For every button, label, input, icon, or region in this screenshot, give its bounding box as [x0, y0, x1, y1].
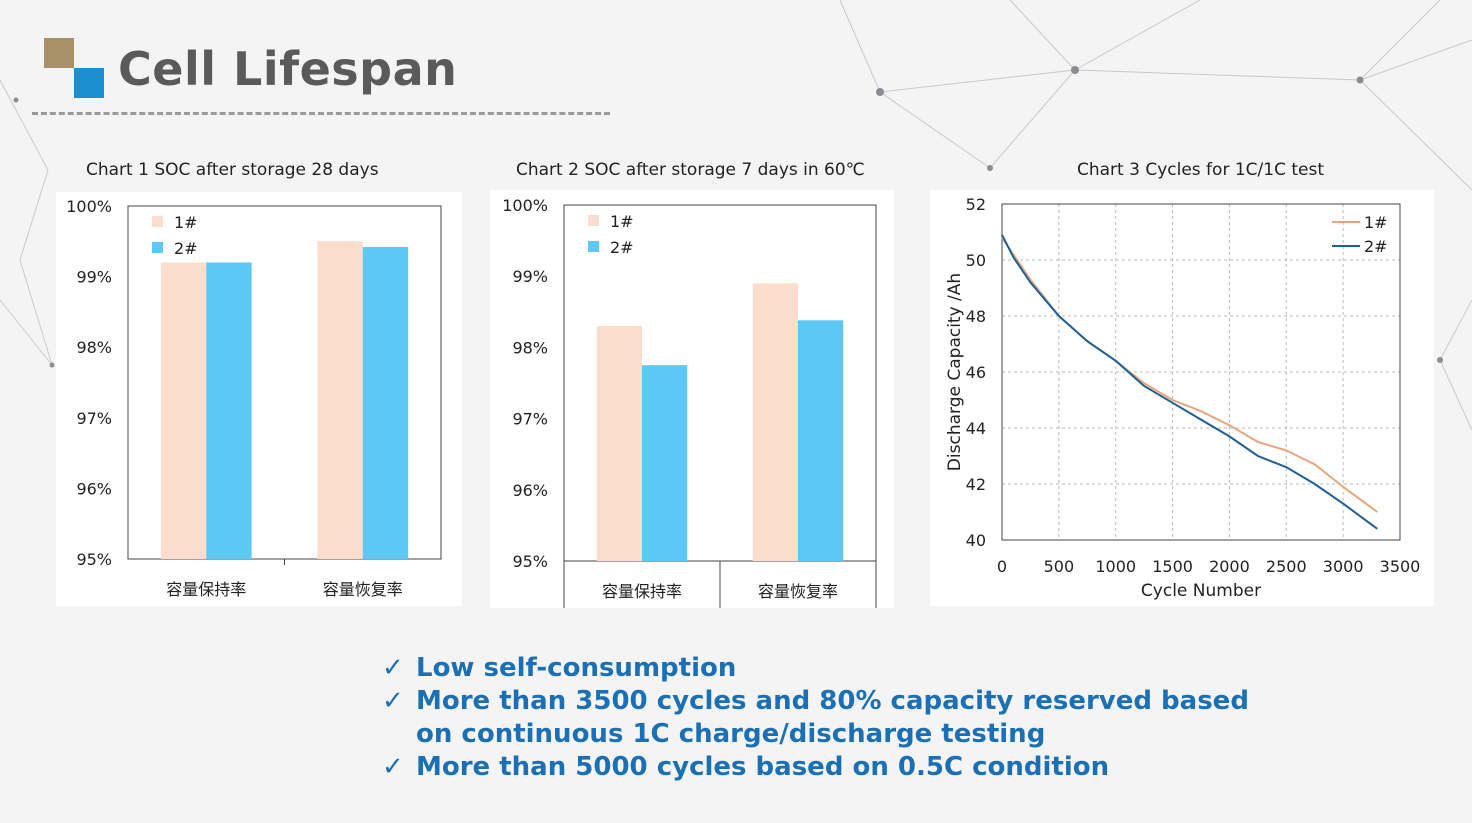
legend-label: 1# [174, 213, 198, 232]
page-title: Cell Lifespan [118, 42, 458, 96]
legend-label: 1# [610, 212, 634, 231]
bar [160, 262, 207, 559]
y-tick-label: 98% [76, 338, 112, 357]
y-tick-label: 97% [76, 409, 112, 428]
chart1-svg: 95% 96% 97% 98% 99% 100% 容量保持率 容量恢复率 1# 2# [66, 197, 442, 599]
legend-swatch [152, 242, 163, 253]
x-axis-title: Cycle Number [1141, 581, 1261, 601]
x-category-label: 容量恢复率 [758, 582, 838, 601]
plot-frame [1001, 203, 1401, 541]
series-line [1001, 234, 1378, 530]
chart2-svg: 95% 96% 97% 98% 99% 100% 容量保持率 容量恢复率 1# 2# [502, 196, 877, 608]
chart3-caption: Chart 3 Cycles for 1C/1C test [1077, 160, 1324, 180]
bar [362, 246, 409, 559]
y-tick-label: 44 [966, 419, 986, 438]
y-tick-label: 99% [76, 268, 112, 287]
y-tick-label: 99% [512, 267, 548, 286]
legend-label: 2# [174, 239, 198, 258]
chart2-panel: 95% 96% 97% 98% 99% 100% 容量保持率 容量恢复率 1# 2# [490, 190, 894, 608]
series-line [1001, 237, 1378, 513]
legend-label: 1# [1364, 213, 1388, 232]
x-tick-label: 1500 [1152, 557, 1193, 576]
bar [206, 262, 252, 559]
legend-swatch [588, 241, 599, 252]
checkmark-icon: ✓ [382, 752, 404, 782]
y-tick-label: 50 [966, 251, 986, 270]
legend-swatch [152, 216, 163, 227]
feature-text: More than 5000 cycles based on 0.5C cond… [416, 752, 1110, 782]
y-tick-label: 95% [512, 552, 548, 571]
x-category-label: 容量恢复率 [323, 580, 403, 599]
bar [596, 326, 642, 561]
y-tick-label: 97% [512, 410, 548, 429]
bar [642, 365, 688, 561]
x-tick-label: 1000 [1095, 557, 1136, 576]
title-divider [32, 112, 610, 115]
x-category-label: 容量保持率 [602, 582, 682, 601]
y-tick-label: 96% [76, 479, 112, 498]
feature-list: ✓ Low self-consumption ✓ More than 3500 … [380, 652, 1280, 784]
bar [317, 241, 363, 560]
y-tick-label: 42 [966, 475, 986, 494]
x-tick-label: 2000 [1209, 557, 1250, 576]
y-tick-label: 100% [66, 197, 112, 216]
feature-text: More than 3500 cycles and 80% capacity r… [416, 686, 1249, 749]
brand-logo [44, 38, 104, 98]
y-tick-label: 52 [966, 195, 986, 214]
x-tick-label: 0 [997, 557, 1007, 576]
x-tick-label: 3500 [1380, 557, 1421, 576]
legend-label: 2# [1364, 237, 1388, 256]
bar [752, 283, 798, 561]
y-tick-label: 98% [512, 338, 548, 357]
feature-item: ✓ More than 5000 cycles based on 0.5C co… [380, 751, 1280, 784]
x-tick-label: 3000 [1323, 557, 1364, 576]
y-tick-label: 95% [76, 550, 112, 569]
chart2-caption: Chart 2 SOC after storage 7 days in 60℃ [516, 160, 865, 180]
feature-text: Low self-consumption [416, 653, 737, 683]
chart3-panel: 0 500 1000 1500 2000 2500 3000 3500 40 42 44 46 48 50… [930, 190, 1434, 606]
chart1-caption: Chart 1 SOC after storage 28 days [86, 160, 379, 180]
feature-item: ✓ Low self-consumption [380, 652, 1280, 685]
y-tick-label: 40 [966, 531, 986, 550]
y-tick-label: 96% [512, 481, 548, 500]
chart3-svg: 0 500 1000 1500 2000 2500 3000 3500 40 42 44 46 48 50… [945, 195, 1421, 601]
checkmark-icon: ✓ [382, 653, 404, 683]
bar [798, 320, 844, 561]
chart1-panel: 95% 96% 97% 98% 99% 100% 容量保持率 容量恢复率 1# 2# [56, 192, 462, 606]
y-tick-label: 46 [966, 363, 986, 382]
y-tick-label: 100% [502, 196, 548, 215]
x-category-label: 容量保持率 [166, 580, 246, 599]
legend-swatch [588, 215, 599, 226]
x-tick-label: 2500 [1266, 557, 1307, 576]
y-tick-label: 48 [966, 307, 986, 326]
checkmark-icon: ✓ [382, 686, 404, 716]
feature-item: ✓ More than 3500 cycles and 80% capacity… [380, 685, 1280, 751]
x-tick-label: 500 [1044, 557, 1075, 576]
y-axis-title: Discharge Capacity /Ah [945, 273, 965, 471]
legend-label: 2# [610, 238, 634, 257]
